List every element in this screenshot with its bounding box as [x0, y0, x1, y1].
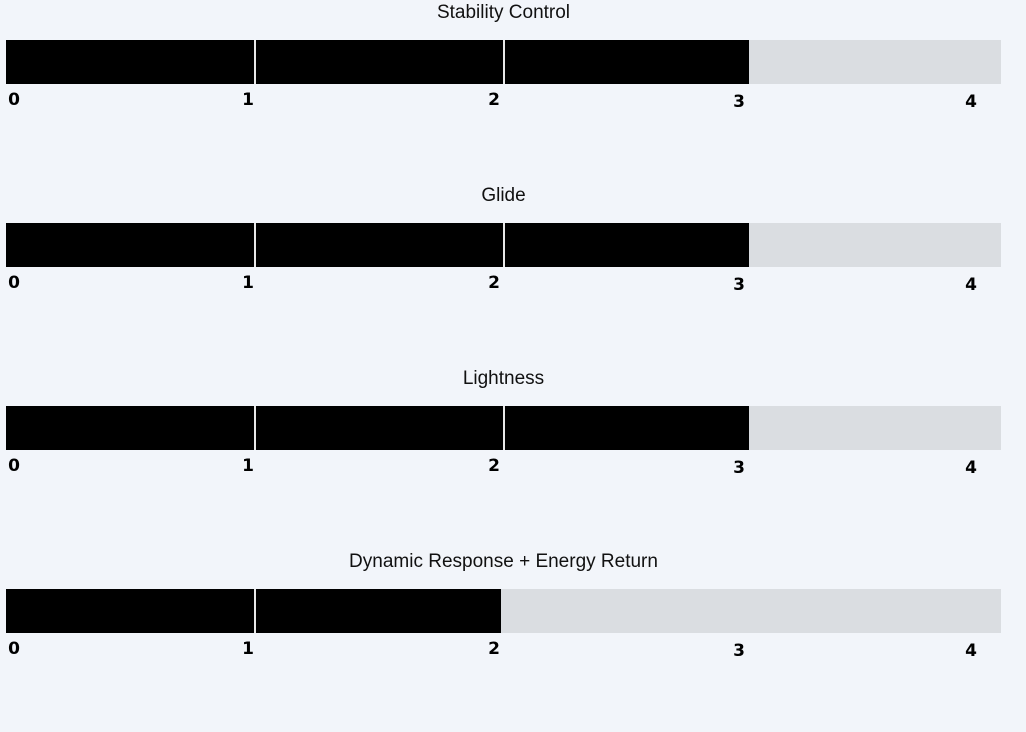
- tick-label: 0: [8, 639, 20, 659]
- tick-label: 4: [965, 92, 977, 112]
- tick-label: 3: [733, 275, 745, 295]
- tick-label: 2: [488, 639, 500, 659]
- rating-bar-track: [6, 223, 1001, 267]
- tick-label: 0: [8, 90, 20, 110]
- rating-bar-track: [6, 406, 1001, 450]
- tick-label: 1: [242, 273, 254, 293]
- rating-title: Glide: [0, 185, 1007, 207]
- tick-label: 2: [488, 90, 500, 110]
- rating-bar-fill: [6, 223, 749, 267]
- segment-divider: [254, 40, 256, 84]
- tick-label: 3: [733, 92, 745, 112]
- tick-label: 3: [733, 458, 745, 478]
- rating-section: Dynamic Response + Energy Return 0 1 2 3 4: [0, 549, 1026, 732]
- rating-bar-track: [6, 40, 1001, 84]
- tick-label: 4: [965, 641, 977, 661]
- rating-bar-fill: [6, 40, 749, 84]
- tick-label: 4: [965, 458, 977, 478]
- tick-label: 1: [242, 456, 254, 476]
- tick-label: 3: [733, 641, 745, 661]
- rating-title: Dynamic Response + Energy Return: [0, 551, 1007, 573]
- segment-divider: [503, 40, 505, 84]
- rating-bar-track: [6, 589, 1001, 633]
- tick-label: 2: [488, 456, 500, 476]
- rating-section: Stability Control 0 1 2 3 4: [0, 0, 1026, 183]
- rating-section: Glide 0 1 2 3 4: [0, 183, 1026, 366]
- rating-title: Stability Control: [0, 2, 1007, 24]
- tick-label: 1: [242, 639, 254, 659]
- tick-label: 0: [8, 273, 20, 293]
- rating-title: Lightness: [0, 368, 1007, 390]
- rating-bar-fill: [6, 406, 749, 450]
- rating-section: Lightness 0 1 2 3 4: [0, 366, 1026, 549]
- segment-divider: [503, 406, 505, 450]
- tick-label: 1: [242, 90, 254, 110]
- tick-label: 2: [488, 273, 500, 293]
- segment-divider: [254, 223, 256, 267]
- tick-label: 0: [8, 456, 20, 476]
- segment-divider: [254, 406, 256, 450]
- segment-divider: [254, 589, 256, 633]
- segment-divider: [503, 223, 505, 267]
- tick-label: 4: [965, 275, 977, 295]
